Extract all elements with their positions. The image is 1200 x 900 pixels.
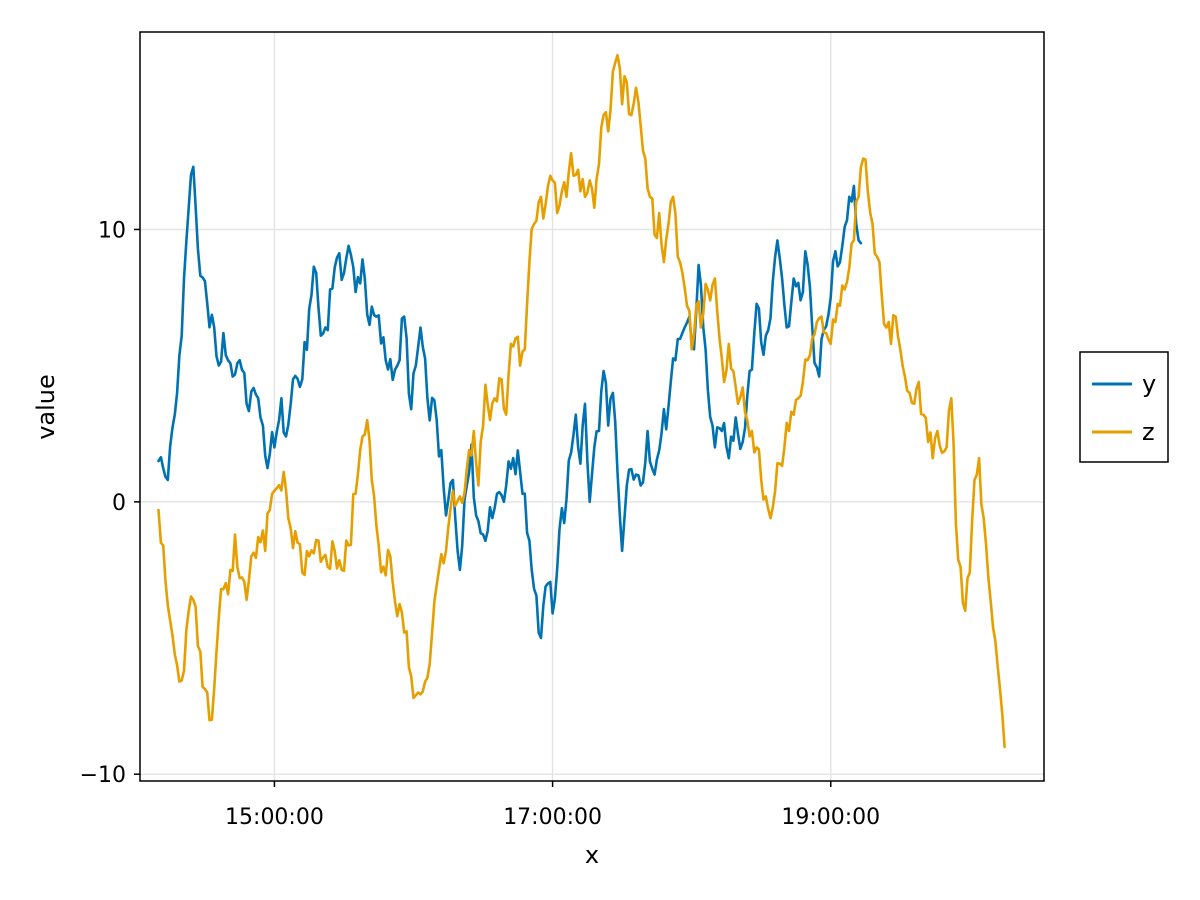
axis-ticks: 15:00:00 17:00:00 19:00:00 −10 0 10 xyxy=(80,218,881,830)
x-tick-label-2: 19:00:00 xyxy=(781,805,880,830)
y-tick-label-2: 10 xyxy=(98,218,126,243)
x-axis-label: x xyxy=(585,841,599,869)
legend-label-y: y xyxy=(1142,370,1156,398)
y-tick-label-1: 0 xyxy=(112,491,126,516)
x-tick-label-0: 15:00:00 xyxy=(225,805,324,830)
y-tick-label-0: −10 xyxy=(80,763,126,788)
series-line-y xyxy=(157,165,863,640)
legend: y z xyxy=(1079,351,1169,463)
x-tick-label-1: 17:00:00 xyxy=(503,805,602,830)
grid-lines xyxy=(140,32,1044,781)
series-line-z xyxy=(157,53,1006,749)
y-axis-label: value xyxy=(32,374,60,440)
plot-frame xyxy=(139,31,1045,782)
legend-box xyxy=(1079,351,1169,463)
series-lines xyxy=(157,53,1006,749)
legend-label-z: z xyxy=(1142,418,1155,446)
